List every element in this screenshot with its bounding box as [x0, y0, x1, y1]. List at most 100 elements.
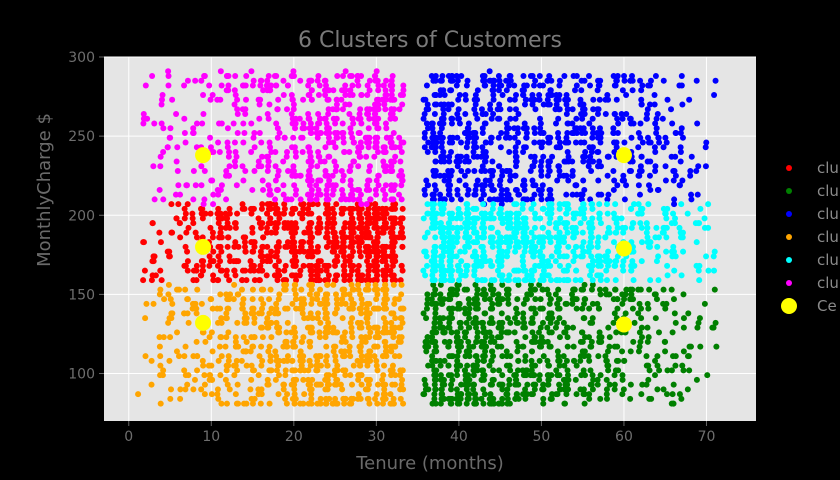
cluster-4-point	[380, 315, 387, 322]
cluster-4-point	[238, 357, 245, 364]
cluster-5-point	[498, 272, 505, 279]
cluster-4-point	[226, 386, 233, 393]
cluster-5-point	[471, 262, 478, 269]
cluster-6-point	[332, 182, 339, 189]
cluster-2-point	[520, 300, 527, 307]
cluster-2-point	[515, 319, 522, 326]
cluster-3-point	[464, 139, 471, 146]
cluster-4-point	[232, 362, 239, 369]
cluster-2-point	[514, 367, 521, 374]
cluster-2-point	[465, 372, 472, 379]
cluster-3-point	[610, 167, 617, 174]
cluster-1-point	[371, 277, 378, 284]
cluster-2-point	[457, 319, 464, 326]
cluster-3-point	[462, 158, 469, 165]
cluster-4-point	[222, 343, 229, 350]
cluster-6-point	[299, 134, 306, 141]
cluster-2-point	[671, 310, 678, 317]
cluster-3-point	[456, 177, 463, 184]
cluster-2-point	[514, 348, 521, 355]
cluster-5-point	[507, 220, 514, 227]
cluster-4-point	[308, 391, 315, 398]
cluster-1-point	[301, 229, 308, 236]
cluster-3-point	[440, 115, 447, 122]
cluster-1-point	[257, 248, 264, 255]
cluster-4-point	[148, 357, 155, 364]
cluster-3-point	[638, 96, 645, 103]
cluster-6-point	[315, 91, 322, 98]
cluster-3-point	[536, 82, 543, 89]
cluster-2-point	[638, 324, 645, 331]
cluster-2-point	[664, 367, 671, 374]
cluster-3-point	[544, 101, 551, 108]
cluster-5-point	[628, 267, 635, 274]
cluster-4-point	[161, 296, 168, 303]
cluster-6-point	[265, 158, 272, 165]
cluster-4-point	[334, 376, 341, 383]
cluster-1-point	[362, 224, 369, 231]
cluster-4-point	[380, 286, 387, 293]
cluster-2-point	[441, 338, 448, 345]
cluster-6-point	[347, 72, 354, 79]
cluster-1-point	[156, 229, 163, 236]
cluster-6-point	[157, 163, 164, 170]
cluster-3-point	[432, 172, 439, 179]
cluster-3-point	[453, 72, 460, 79]
cluster-6-point	[231, 139, 238, 146]
cluster-5-point	[556, 229, 563, 236]
cluster-6-point	[390, 129, 397, 136]
cluster-1-point	[241, 205, 248, 212]
cluster-1-point	[214, 262, 221, 269]
cluster-4-point	[355, 376, 362, 383]
cluster-2-point	[431, 391, 438, 398]
cluster-1-point	[374, 262, 381, 269]
cluster-1-point	[382, 258, 389, 265]
cluster-2-point	[646, 286, 653, 293]
cluster-4-point	[324, 281, 331, 288]
cluster-4-point	[322, 291, 329, 298]
cluster-6-point	[326, 153, 333, 160]
cluster-5-point	[474, 277, 481, 284]
cluster-1-point	[342, 258, 349, 265]
cluster-5-point	[652, 234, 659, 241]
cluster-3-point	[489, 172, 496, 179]
cluster-5-point	[580, 239, 587, 246]
cluster-1-point	[259, 267, 266, 274]
cluster-2-point	[474, 329, 481, 336]
cluster-6-point	[289, 167, 296, 174]
cluster-2-point	[513, 338, 520, 345]
cluster-1-point	[251, 267, 258, 274]
cluster-5-point	[589, 215, 596, 222]
cluster-3-point	[564, 129, 571, 136]
cluster-4-point	[174, 329, 181, 336]
cluster-3-point	[535, 186, 542, 193]
cluster-6-point	[290, 106, 297, 113]
cluster-3-point	[497, 144, 504, 151]
cluster-2-point	[662, 338, 669, 345]
cluster-2-point	[527, 281, 534, 288]
cluster-3-point	[545, 158, 552, 165]
cluster-1-point	[140, 239, 147, 246]
cluster-5-point	[570, 248, 577, 255]
cluster-3-point	[499, 172, 506, 179]
cluster-3-point	[512, 91, 519, 98]
cluster-3-point	[578, 191, 585, 198]
cluster-2-point	[597, 291, 604, 298]
cluster-4-point	[397, 315, 404, 322]
cluster-2-point	[461, 305, 468, 312]
cluster-2-point	[594, 376, 601, 383]
cluster-5-point	[512, 248, 519, 255]
cluster-6-point	[280, 158, 287, 165]
cluster-2-point	[594, 300, 601, 307]
cluster-4-point	[275, 391, 282, 398]
cluster-6-point	[156, 186, 163, 193]
cluster-3-point	[507, 177, 514, 184]
cluster-2-point	[446, 305, 453, 312]
cluster-3-point	[440, 106, 447, 113]
cluster-3-point	[677, 144, 684, 151]
cluster-2-point	[429, 338, 436, 345]
cluster-6-point	[371, 110, 378, 117]
cluster-4-point	[264, 315, 271, 322]
cluster-6-point	[190, 196, 197, 203]
cluster-6-point	[330, 139, 337, 146]
